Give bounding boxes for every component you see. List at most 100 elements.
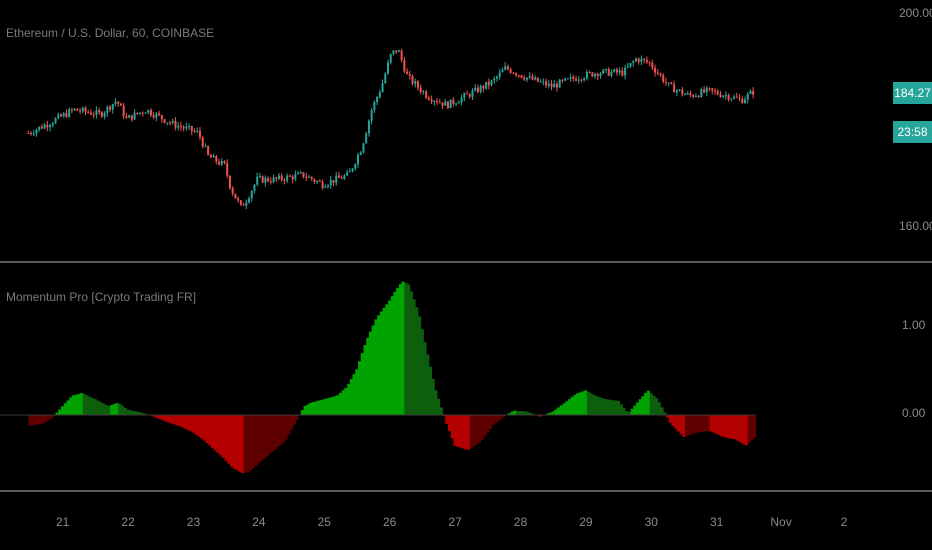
momentum-bar (434, 390, 438, 415)
momentum-bar (717, 415, 721, 436)
momentum-bar (614, 400, 618, 415)
candle-body (109, 106, 112, 110)
momentum-bar (671, 415, 675, 426)
candle-body (692, 95, 695, 97)
momentum-bar (363, 345, 367, 415)
momentum-bar (303, 405, 307, 415)
momentum-bar (137, 411, 141, 415)
candle-body (406, 71, 409, 75)
momentum-bar (366, 337, 370, 415)
candle-body (572, 77, 575, 79)
momentum-bar (404, 283, 408, 415)
candle-body (498, 72, 501, 77)
candle-body (714, 90, 716, 92)
time-tick-label: 23 (186, 515, 201, 529)
candle-body (280, 175, 283, 180)
momentum-bar (701, 415, 705, 432)
candle-body (89, 112, 92, 115)
candle-body (286, 175, 289, 181)
candle-body (634, 58, 637, 62)
momentum-bar (118, 403, 122, 415)
candle-body (427, 97, 430, 100)
momentum-bar (447, 415, 452, 432)
momentum-bar (205, 415, 209, 444)
candle-body (158, 113, 161, 116)
candle-body (373, 101, 376, 110)
momentum-bar (524, 411, 528, 415)
candle-body (520, 75, 523, 78)
candle-body (575, 78, 578, 81)
momentum-bar (393, 291, 397, 415)
momentum-bar (82, 394, 86, 415)
momentum-bar (507, 413, 512, 415)
candle-body (332, 179, 335, 183)
candle-body (152, 115, 155, 118)
momentum-bar (674, 415, 678, 429)
candle-body (245, 202, 248, 206)
candle-body (539, 81, 542, 83)
candle-body (43, 124, 46, 129)
candle-body (119, 103, 122, 106)
momentum-bar (638, 399, 642, 415)
momentum-bar (458, 415, 462, 448)
momentum-bar (279, 415, 283, 445)
momentum-bar (96, 400, 100, 415)
time-axis-border (0, 490, 932, 492)
momentum-bar (679, 415, 683, 435)
candle-body (76, 108, 79, 111)
momentum-bar (690, 415, 694, 435)
candle-body (643, 58, 646, 60)
momentum-bar (28, 415, 32, 426)
momentum-bar (401, 281, 405, 415)
time-tick-label: 21 (56, 515, 70, 529)
candle-body (218, 161, 221, 165)
momentum-bar (189, 415, 193, 432)
candle-body (117, 101, 120, 104)
pane-separator[interactable] (0, 261, 932, 263)
momentum-bar (559, 405, 563, 415)
momentum-bar (548, 412, 552, 415)
candle-body (534, 77, 537, 80)
momentum-bar (526, 412, 531, 415)
candle-body (60, 114, 62, 117)
momentum-bar (240, 415, 244, 474)
candle-body (749, 90, 752, 94)
candle-body (209, 154, 212, 158)
candle-body (724, 95, 727, 97)
candle-body (365, 133, 368, 144)
candlestick-series (27, 48, 755, 210)
momentum-bar (709, 415, 713, 432)
candle-body (316, 181, 319, 183)
momentum-bar (660, 407, 664, 415)
momentum-bar (289, 415, 294, 430)
momentum-bar (377, 315, 381, 415)
candle-body (400, 50, 403, 61)
momentum-bar (270, 415, 274, 452)
momentum-bar (521, 411, 525, 415)
candle-body (730, 98, 733, 100)
momentum-bar (186, 415, 190, 431)
candle-body (438, 102, 441, 104)
momentum-bar (371, 325, 375, 415)
momentum-bar (576, 393, 580, 415)
momentum-bar (330, 396, 334, 415)
candle-body (367, 120, 370, 134)
momentum-bar (396, 287, 400, 415)
momentum-bar (467, 415, 471, 450)
momentum-bar (592, 394, 596, 415)
candle-body (735, 96, 738, 98)
momentum-bar (352, 374, 356, 415)
momentum-bar (33, 415, 37, 425)
time-tick-label: 2 (840, 515, 848, 529)
momentum-bar (295, 415, 299, 420)
candle-body (253, 184, 256, 191)
candle-body (340, 177, 343, 179)
candle-body (416, 81, 419, 88)
momentum-bar (562, 403, 566, 415)
candle-body (490, 80, 493, 86)
momentum-bar (570, 396, 574, 415)
candle-body (40, 126, 43, 129)
momentum-bar (101, 403, 105, 415)
candle-body (681, 89, 684, 95)
candle-body (550, 83, 553, 88)
